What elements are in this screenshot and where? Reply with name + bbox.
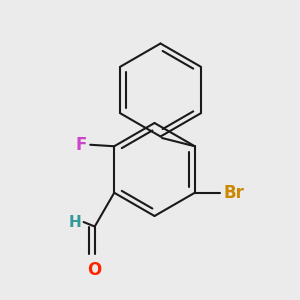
Text: Br: Br — [223, 184, 244, 202]
Text: O: O — [88, 261, 102, 279]
Text: F: F — [76, 136, 87, 154]
Text: H: H — [68, 214, 81, 230]
